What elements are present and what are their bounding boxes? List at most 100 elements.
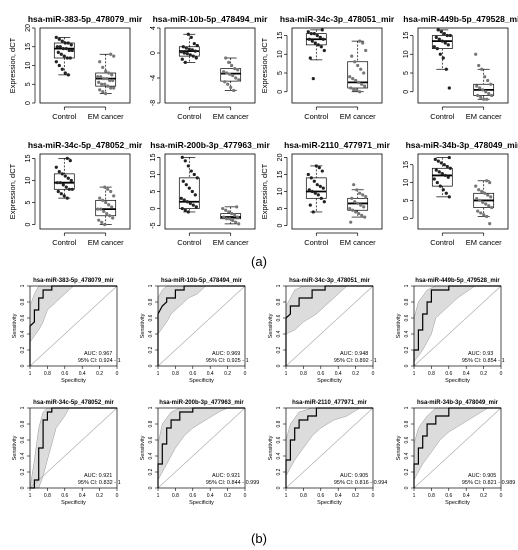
- data-point: [228, 217, 232, 221]
- data-point: [482, 213, 486, 217]
- y-tick-label: 0: [276, 364, 282, 367]
- y-tick-label: 0.6: [276, 314, 282, 321]
- plot-frame: [285, 285, 374, 367]
- y-tick-label: 5: [277, 206, 284, 210]
- x-tick-label: 0: [244, 493, 247, 499]
- data-point: [490, 93, 494, 98]
- data-point: [107, 71, 111, 75]
- data-point: [180, 57, 184, 61]
- data-point: [312, 32, 316, 36]
- x-tick-label: 0.4: [463, 371, 470, 377]
- data-point: [315, 183, 319, 187]
- y-tick-label: 5: [277, 71, 284, 75]
- data-point: [184, 46, 188, 50]
- data-point: [480, 67, 484, 71]
- y-tick-label: 0.6: [404, 314, 410, 321]
- data-point: [448, 33, 452, 38]
- data-point: [309, 176, 313, 180]
- y-tick-label: 20: [25, 24, 32, 32]
- x-tick-label: 0.2: [352, 371, 359, 377]
- y-tick-label: 0.2: [148, 346, 154, 353]
- data-point: [363, 215, 367, 219]
- data-point: [66, 176, 70, 180]
- roc-curve: [413, 285, 501, 366]
- iqr-box: [95, 199, 117, 217]
- data-point: [68, 159, 72, 163]
- data-point: [187, 47, 191, 51]
- data-point: [350, 196, 354, 200]
- y-axis-label: Expression, dCT: [8, 37, 17, 93]
- y-tick-label: 0: [277, 90, 284, 94]
- data-point: [195, 43, 199, 48]
- ci-label: 95% CI: 0.925 - 1: [206, 358, 249, 364]
- data-point: [99, 207, 103, 211]
- y-tick-label: 15: [25, 154, 32, 162]
- data-point: [445, 164, 449, 169]
- data-point: [309, 32, 313, 36]
- data-point: [234, 220, 238, 224]
- data-point: [101, 90, 105, 94]
- y-tick-label: 0.2: [20, 346, 26, 353]
- data-point: [60, 39, 64, 43]
- data-point: [180, 206, 184, 211]
- roc-curve: [285, 285, 373, 366]
- data-point: [487, 204, 491, 208]
- ci-band: [285, 407, 373, 488]
- data-point: [488, 180, 492, 185]
- data-point: [58, 45, 62, 49]
- chart-title: hsa-miR-34b-3p_478049_mir: [417, 400, 499, 406]
- y-tick-label: 0.2: [20, 468, 26, 475]
- data-point: [186, 210, 190, 214]
- y-tick-label: 0.8: [148, 420, 154, 427]
- data-point: [321, 186, 325, 190]
- x-axis-label: Specificity: [317, 378, 342, 384]
- data-point: [56, 50, 60, 54]
- data-point: [443, 173, 447, 178]
- x-tick-label: Control: [177, 112, 202, 121]
- x-tick-label: 0.2: [480, 371, 487, 377]
- data-point: [221, 206, 225, 211]
- x-tick-label: 0.4: [207, 371, 214, 377]
- data-point: [474, 52, 478, 56]
- data-point: [307, 37, 311, 41]
- y-tick-label: 0: [20, 364, 26, 367]
- data-point: [57, 37, 61, 41]
- data-point: [183, 60, 187, 64]
- plot-frame: [39, 27, 131, 104]
- ci-label: 95% CI: 0.832 - 1: [78, 480, 121, 486]
- auc-label: AUC: 0.948: [340, 351, 368, 357]
- data-point: [106, 187, 110, 191]
- data-point: [363, 84, 367, 88]
- data-point: [316, 193, 320, 197]
- plot-frame: [413, 407, 502, 489]
- y-tick-label: -4: [150, 75, 157, 81]
- data-point: [476, 209, 480, 213]
- chart-title: hsa-miR-10b-5p_478494_mir: [161, 278, 243, 284]
- y-tick-label: 0.6: [148, 436, 154, 443]
- roc-chart: hsa-miR-2110_477971_mir 0 0.2 0.4 0.6 0.8 1 Sen…: [268, 400, 387, 506]
- x-tick-label: 0.8: [300, 371, 307, 377]
- chart-title: hsa-miR-34b-3p_478049_mir: [406, 140, 518, 150]
- data-point: [314, 164, 318, 168]
- data-point: [96, 207, 100, 211]
- data-point: [364, 195, 368, 199]
- data-point: [61, 47, 65, 51]
- x-axis-label: Specificity: [445, 378, 470, 384]
- x-tick-label: 0.2: [96, 371, 103, 377]
- data-point: [69, 178, 73, 183]
- x-tick-label: EM cancer: [466, 112, 502, 121]
- chart-title: hsa-miR-200b-3p_477963_mir: [150, 140, 270, 150]
- y-tick-label: 20: [277, 153, 284, 161]
- y-tick-label: 1: [148, 406, 154, 409]
- ci-band: [29, 285, 117, 366]
- y-tick-label: 0.4: [404, 330, 410, 337]
- data-point: [109, 52, 113, 56]
- data-point: [447, 155, 451, 160]
- y-tick-label: 0.8: [276, 298, 282, 305]
- data-point: [445, 33, 449, 38]
- data-point: [179, 50, 183, 54]
- auc-label: AUC: 0.921: [212, 473, 240, 479]
- y-tick-label: -8: [150, 100, 157, 106]
- data-point: [108, 78, 112, 83]
